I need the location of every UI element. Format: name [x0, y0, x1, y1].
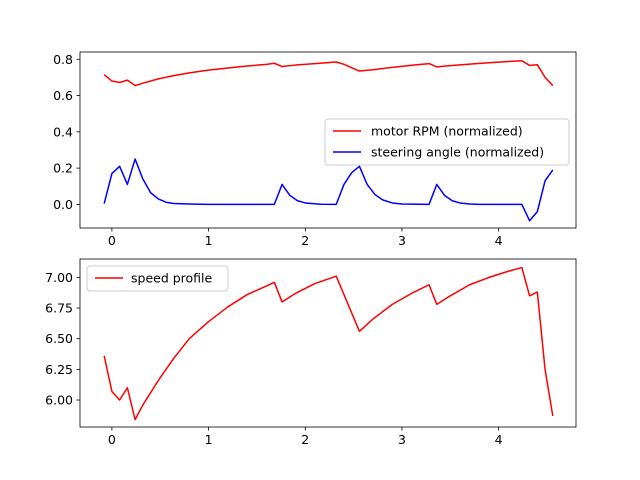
top-ticks: 0 1 2 3 4 0.0 0.2 0.4 0.6 0.8 [53, 52, 503, 248]
bottom-plot-area [103, 266, 554, 421]
bottom-series-line-0 [103, 266, 554, 421]
top-ytick-label: 0.2 [53, 161, 73, 176]
top-ytick-label: 0.8 [53, 52, 73, 67]
bottom-ticks: 0 1 2 3 4 6.00 6.25 6.50 6.75 7.00 [45, 270, 503, 447]
bottom-axes-frame [79, 258, 577, 428]
bottom-xtick-label: 4 [495, 432, 503, 447]
bottom-ytick-label: 6.50 [45, 331, 73, 346]
top-legend: motor RPM (normalized) steering angle (n… [324, 118, 570, 166]
subplot-top: 0 1 2 3 4 0.0 0.2 0.4 0.6 0.8 motor RPM (normaliz… [53, 51, 577, 248]
bottom-xtick-label: 3 [398, 432, 406, 447]
top-series-line-0 [103, 59, 554, 87]
top-xtick-label: 4 [495, 233, 503, 248]
subplot-bottom: 0 1 2 3 4 6.00 6.25 6.50 6.75 7.00 speed profile [45, 258, 577, 447]
top-ytick-label: 0.4 [53, 124, 73, 139]
top-series-line-1 [103, 158, 554, 222]
top-xtick-label: 1 [205, 233, 213, 248]
bottom-ytick-label: 6.75 [45, 301, 73, 316]
top-xtick-label: 2 [301, 233, 309, 248]
top-xtick-label: 3 [398, 233, 406, 248]
bottom-xtick-label: 2 [301, 432, 309, 447]
top-legend-box [324, 118, 570, 166]
top-ytick-label: 0.0 [53, 197, 73, 212]
bottom-ytick-label: 6.25 [45, 362, 73, 377]
bottom-legend: speed profile [86, 265, 229, 292]
bottom-xtick-label: 1 [205, 432, 213, 447]
top-legend-label-0: motor RPM (normalized) [371, 124, 523, 139]
top-ytick-label: 0.6 [53, 88, 73, 103]
bottom-legend-label-0: speed profile [131, 271, 213, 286]
top-plot-area [103, 59, 554, 222]
bottom-legend-box [86, 265, 229, 292]
bottom-ytick-label: 6.00 [45, 393, 73, 408]
top-axes-frame [79, 51, 577, 229]
top-legend-label-1: steering angle (normalized) [371, 145, 544, 160]
bottom-ytick-label: 7.00 [45, 270, 73, 285]
top-xtick-label: 0 [108, 233, 116, 248]
bottom-xtick-label: 0 [108, 432, 116, 447]
